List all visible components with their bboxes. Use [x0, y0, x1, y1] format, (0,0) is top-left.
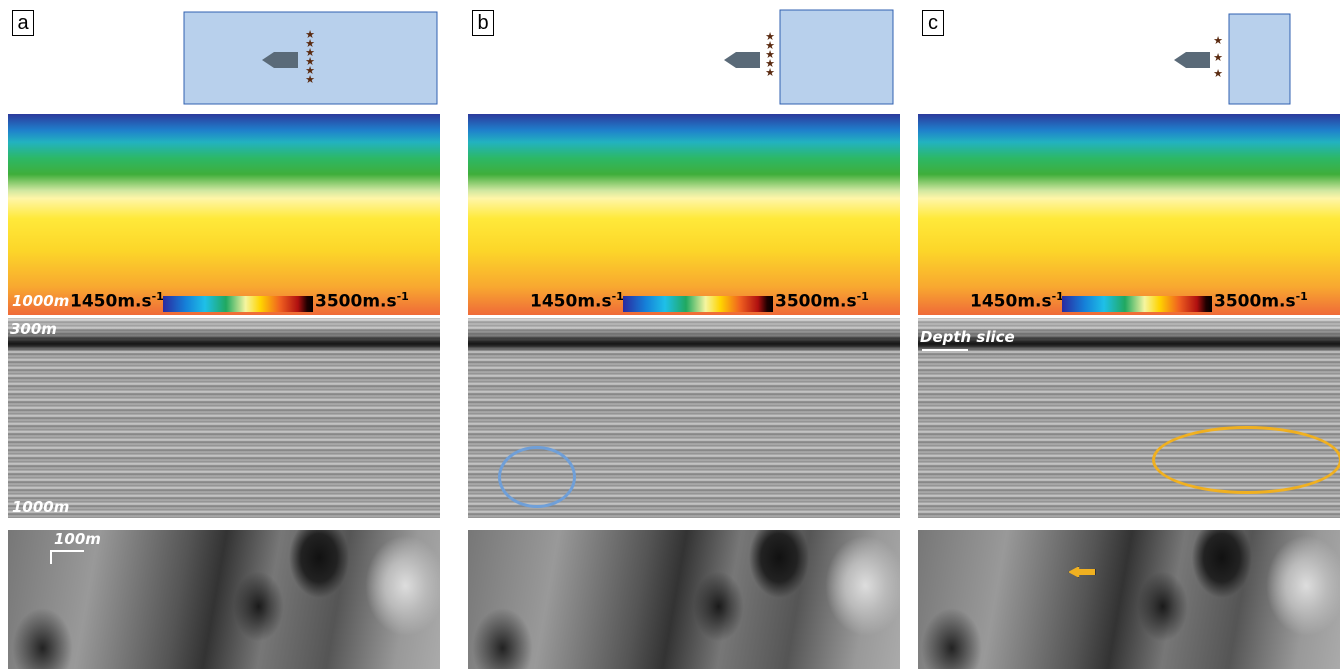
acquisition-schematic: ★★★★★	[724, 9, 894, 105]
velocity-min-text: 1450m.s	[530, 291, 612, 312]
velocity-max-exponent: -1	[396, 290, 409, 303]
source-star: ★	[1213, 34, 1223, 47]
seismic-section	[468, 318, 900, 518]
source-star: ★	[765, 66, 775, 79]
panel-label: c	[922, 10, 944, 36]
survey-area	[779, 9, 894, 105]
velocity-max-exponent: -1	[856, 290, 869, 303]
depth-slice	[918, 530, 1340, 669]
velocity-model: 1000m 1450m.s-1 3500m.s-1	[8, 114, 440, 315]
pointer-arrow	[1068, 566, 1096, 578]
panel-label: a	[12, 10, 34, 36]
source-star: ★	[305, 73, 315, 86]
colorbar	[1062, 296, 1212, 312]
source-star: ★	[305, 55, 315, 68]
velocity-min: 1450m.s-1	[970, 290, 1064, 312]
velocity-min-exponent: -1	[1051, 290, 1064, 303]
seismic-section: Depth slice	[918, 318, 1340, 518]
velocity-max-exponent: -1	[1295, 290, 1308, 303]
survey-area	[183, 11, 438, 105]
velocity-min: 1450m.s-1	[530, 290, 624, 312]
velocity-max-text: 3500m.s	[315, 291, 397, 312]
artifact-ellipse	[1152, 426, 1340, 494]
source-star: ★	[765, 57, 775, 70]
velocity-min-exponent: -1	[611, 290, 624, 303]
source-star: ★	[765, 30, 775, 43]
depth-bottom-label: 1000m	[12, 498, 70, 516]
ship	[724, 52, 760, 68]
depth-top-label: 300m	[10, 320, 57, 338]
ship	[1174, 52, 1210, 68]
scale-bar-y	[50, 550, 52, 564]
velocity-min-exponent: -1	[151, 290, 164, 303]
velocity-min-text: 1450m.s	[970, 291, 1052, 312]
panel-label: b	[472, 10, 494, 36]
scale-label: 100m	[54, 530, 101, 548]
ship	[262, 52, 298, 68]
depth-label: 1000m	[12, 292, 70, 310]
velocity-max-text: 3500m.s	[775, 291, 857, 312]
survey-area	[1228, 13, 1291, 105]
source-star: ★	[765, 48, 775, 61]
source-star: ★	[765, 39, 775, 52]
source-star: ★	[1213, 51, 1223, 64]
artifact-ellipse	[498, 446, 576, 508]
velocity-max: 3500m.s-1	[775, 290, 869, 312]
source-star: ★	[305, 46, 315, 59]
depth-slice-label: Depth slice	[920, 328, 1015, 346]
velocity-max: 3500m.s-1	[1214, 290, 1308, 312]
velocity-min: 1450m.s-1	[70, 290, 164, 312]
depth-slice	[468, 530, 900, 669]
source-star: ★	[305, 37, 315, 50]
colorbar	[163, 296, 313, 312]
velocity-model: 1450m.s-1 3500m.s-1	[918, 114, 1340, 315]
scale-bar-x	[50, 550, 84, 552]
source-star: ★	[305, 64, 315, 77]
acquisition-schematic: ★★★★★★	[183, 11, 438, 105]
velocity-min-text: 1450m.s	[70, 291, 152, 312]
velocity-max-text: 3500m.s	[1214, 291, 1296, 312]
acquisition-schematic: ★ ★ ★	[1174, 13, 1291, 105]
depth-slice-arrow	[922, 349, 968, 351]
source-star: ★	[1213, 67, 1223, 80]
velocity-max: 3500m.s-1	[315, 290, 409, 312]
depth-slice: 100m	[8, 530, 440, 669]
colorbar	[623, 296, 773, 312]
source-star: ★	[305, 28, 315, 41]
velocity-model: 1450m.s-1 3500m.s-1	[468, 114, 900, 315]
seismic-section: 300m 1000m	[8, 318, 440, 518]
